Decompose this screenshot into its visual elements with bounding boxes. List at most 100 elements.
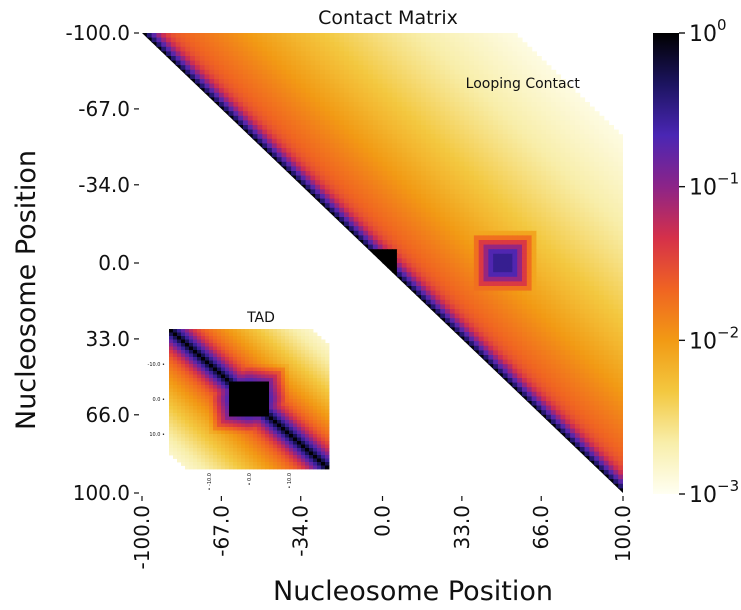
heatmap-cell <box>377 194 384 200</box>
heatmap-cell <box>603 373 610 379</box>
heatmap-cell <box>291 157 297 163</box>
heatmap-cell <box>334 221 340 227</box>
heatmap-cell <box>546 203 552 209</box>
heatmap-cell <box>185 74 191 80</box>
heatmap-cell <box>550 207 557 213</box>
heatmap-cell <box>603 382 610 388</box>
heatmap-cell <box>459 74 465 80</box>
heatmap-cell <box>579 391 586 397</box>
heatmap-cell <box>536 382 542 388</box>
heatmap-cell <box>449 143 456 149</box>
heatmap-cell <box>589 382 595 388</box>
heatmap-cell <box>305 56 311 62</box>
heatmap-cell <box>478 230 485 236</box>
heatmap-cell <box>546 207 552 213</box>
heatmap-cell <box>401 138 408 144</box>
heatmap-cell <box>574 396 581 402</box>
heatmap-cell <box>608 138 614 144</box>
heatmap-cell <box>353 175 360 181</box>
heatmap-cell <box>243 134 249 140</box>
heatmap-cell <box>324 102 331 108</box>
heatmap-cell <box>324 125 331 131</box>
heatmap-cell <box>613 157 619 163</box>
heatmap-cell <box>483 355 489 361</box>
heatmap-cell <box>594 373 600 379</box>
heatmap-cell <box>560 207 566 213</box>
heatmap-cell <box>478 295 485 301</box>
heatmap-cell <box>310 79 316 85</box>
heatmap-cell <box>594 203 600 209</box>
heatmap-cell <box>435 309 441 315</box>
heatmap-cell <box>555 189 562 195</box>
heatmap-cell <box>214 69 220 75</box>
heatmap-cell <box>550 125 557 131</box>
heatmap-cell <box>464 143 470 149</box>
heatmap-cell <box>358 152 364 158</box>
heatmap-cell <box>546 304 552 310</box>
heatmap-cell <box>555 391 562 397</box>
heatmap-cell <box>319 56 326 62</box>
heatmap-cell <box>416 37 422 43</box>
heatmap-cell <box>478 166 485 172</box>
heatmap-cell <box>473 309 480 315</box>
heatmap-cell <box>406 42 412 48</box>
heatmap-cell <box>546 120 552 126</box>
heatmap-cell <box>368 97 374 103</box>
heatmap-cell <box>521 51 528 57</box>
heatmap-cell <box>603 267 610 273</box>
heatmap-cell <box>440 249 446 255</box>
heatmap-cell <box>521 189 528 195</box>
heatmap-cell <box>483 258 489 264</box>
heatmap-cell <box>459 198 465 204</box>
heatmap-cell <box>589 313 595 319</box>
heatmap-cell <box>454 299 461 305</box>
heatmap-cell <box>348 235 355 241</box>
heatmap-cell <box>377 212 384 218</box>
heatmap-cell <box>493 295 499 301</box>
inset-cell <box>269 329 274 333</box>
heatmap-cell <box>344 217 350 223</box>
heatmap-cell <box>512 184 518 190</box>
heatmap-cell <box>406 106 412 112</box>
heatmap-cell <box>507 368 513 374</box>
heatmap-cell <box>579 134 586 140</box>
heatmap-cell <box>584 309 590 315</box>
heatmap-cell <box>449 33 456 39</box>
heatmap-cell <box>613 152 619 158</box>
heatmap-cell <box>291 65 297 71</box>
heatmap-cell <box>401 115 408 121</box>
heatmap-cell <box>449 276 456 282</box>
heatmap-cell <box>502 332 509 338</box>
heatmap-cell <box>478 33 485 39</box>
heatmap-cell <box>497 281 504 287</box>
heatmap-cell <box>464 322 470 328</box>
heatmap-cell <box>608 345 614 351</box>
heatmap-cell <box>613 281 619 287</box>
heatmap-cell <box>541 263 547 269</box>
heatmap-cell <box>420 230 427 236</box>
heatmap-cell <box>396 92 403 98</box>
heatmap-cell <box>603 276 610 282</box>
inset-cell <box>189 332 194 337</box>
heatmap-cell <box>425 180 432 186</box>
heatmap-cell <box>613 244 619 250</box>
heatmap-cell <box>483 51 489 57</box>
heatmap-cell <box>396 152 403 158</box>
heatmap-cell <box>618 240 623 246</box>
heatmap-cell <box>608 355 614 361</box>
heatmap-cell <box>319 148 326 154</box>
heatmap-cell <box>281 74 287 80</box>
heatmap-cell <box>565 318 571 324</box>
heatmap-cell <box>377 226 384 232</box>
heatmap-cell <box>358 134 364 140</box>
heatmap-cell <box>151 42 158 48</box>
heatmap-cell <box>396 276 403 282</box>
heatmap-cell <box>252 102 259 108</box>
heatmap-cell <box>483 157 489 163</box>
heatmap-cell <box>589 143 595 149</box>
heatmap-cell <box>267 152 273 158</box>
heatmap-cell <box>344 221 350 227</box>
heatmap-cell <box>464 157 470 163</box>
heatmap-cell <box>372 42 379 48</box>
heatmap-cell <box>214 88 220 94</box>
